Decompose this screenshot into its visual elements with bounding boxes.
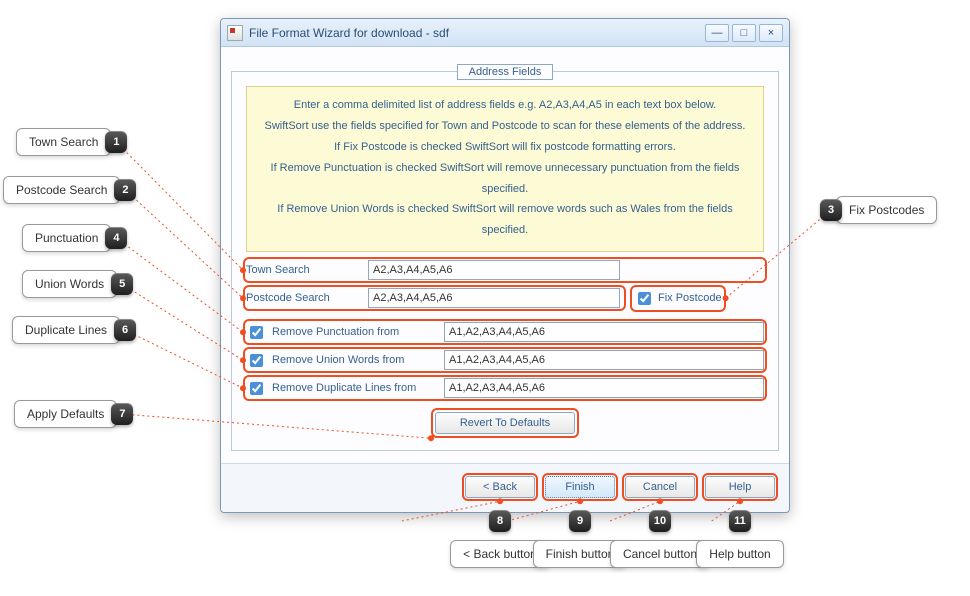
remove-punctuation-label: Remove Punctuation from <box>272 326 438 338</box>
callout: Punctuation 4 <box>22 224 127 252</box>
fix-postcode-label: Fix Postcode <box>658 292 722 304</box>
remove-union-checkbox[interactable] <box>250 354 263 367</box>
callout-badge: 11 <box>729 510 751 532</box>
callout-badge: 2 <box>114 179 136 201</box>
client-area: Address Fields Enter a comma delimited l… <box>221 47 789 463</box>
callout-label: Union Words <box>22 270 117 298</box>
callout-label: Postcode Search <box>3 176 120 204</box>
info-box: Enter a comma delimited list of address … <box>246 86 764 252</box>
callout-badge: 10 <box>649 510 671 532</box>
remove-union-input[interactable] <box>444 350 764 370</box>
callout-badge: 1 <box>105 131 127 153</box>
callout: 11 Help button <box>696 510 783 568</box>
remove-union-label: Remove Union Words from <box>272 354 438 366</box>
help-button[interactable]: Help <box>705 476 775 498</box>
remove-punctuation-input[interactable] <box>444 322 764 342</box>
callout-label: Fix Postcodes <box>836 196 937 224</box>
back-button[interactable]: < Back <box>465 476 535 498</box>
finish-button[interactable]: Finish <box>545 476 615 498</box>
callout-label: Help button <box>696 540 783 568</box>
town-search-label: Town Search <box>246 264 362 276</box>
maximize-button[interactable]: □ <box>732 24 756 42</box>
callout-badge: 4 <box>105 227 127 249</box>
callout: Town Search 1 <box>16 128 127 156</box>
callout: Union Words 5 <box>22 270 133 298</box>
revert-defaults-button[interactable]: Revert To Defaults <box>435 412 575 434</box>
callout-badge: 9 <box>569 510 591 532</box>
callout-badge: 6 <box>114 319 136 341</box>
callout-badge: 8 <box>489 510 511 532</box>
close-button[interactable]: × <box>759 24 783 42</box>
groupbox-title: Address Fields <box>457 64 553 80</box>
button-bar: < Back Finish Cancel Help <box>221 463 789 512</box>
postcode-search-label: Postcode Search <box>246 292 362 304</box>
minimize-button[interactable]: — <box>705 24 729 42</box>
callout: 3 Fix Postcodes <box>820 196 937 224</box>
info-line: If Remove Union Words is checked SwiftSo… <box>253 199 757 241</box>
remove-punctuation-checkbox[interactable] <box>250 326 263 339</box>
window-title: File Format Wizard for download - sdf <box>249 26 449 40</box>
address-fields-group: Enter a comma delimited list of address … <box>231 71 779 451</box>
wizard-window: File Format Wizard for download - sdf — … <box>220 18 790 513</box>
postcode-search-input[interactable] <box>368 288 620 308</box>
info-line: If Remove Punctuation is checked SwiftSo… <box>253 158 757 200</box>
info-line: If Fix Postcode is checked SwiftSort wil… <box>253 137 757 158</box>
callout: 10 Cancel button <box>610 510 710 568</box>
callout: Postcode Search 2 <box>3 176 136 204</box>
app-icon <box>227 25 243 41</box>
callout-label: Duplicate Lines <box>12 316 120 344</box>
callout-badge: 7 <box>111 403 133 425</box>
info-line: SwiftSort use the fields specified for T… <box>253 116 757 137</box>
callout-badge: 3 <box>820 199 842 221</box>
remove-duplicate-label: Remove Duplicate Lines from <box>272 382 438 394</box>
callout-label: Town Search <box>16 128 111 156</box>
callout: Duplicate Lines 6 <box>12 316 136 344</box>
town-search-input[interactable] <box>368 260 620 280</box>
cancel-button[interactable]: Cancel <box>625 476 695 498</box>
remove-duplicate-checkbox[interactable] <box>250 382 263 395</box>
info-line: Enter a comma delimited list of address … <box>253 95 757 116</box>
fix-postcode-checkbox[interactable] <box>638 292 651 305</box>
remove-duplicate-input[interactable] <box>444 378 764 398</box>
titlebar: File Format Wizard for download - sdf — … <box>221 19 789 47</box>
callout-label: Apply Defaults <box>14 400 117 428</box>
callout: Apply Defaults 7 <box>14 400 133 428</box>
callout-label: Punctuation <box>22 224 111 252</box>
callout-badge: 5 <box>111 273 133 295</box>
callout-label: Cancel button <box>610 540 710 568</box>
